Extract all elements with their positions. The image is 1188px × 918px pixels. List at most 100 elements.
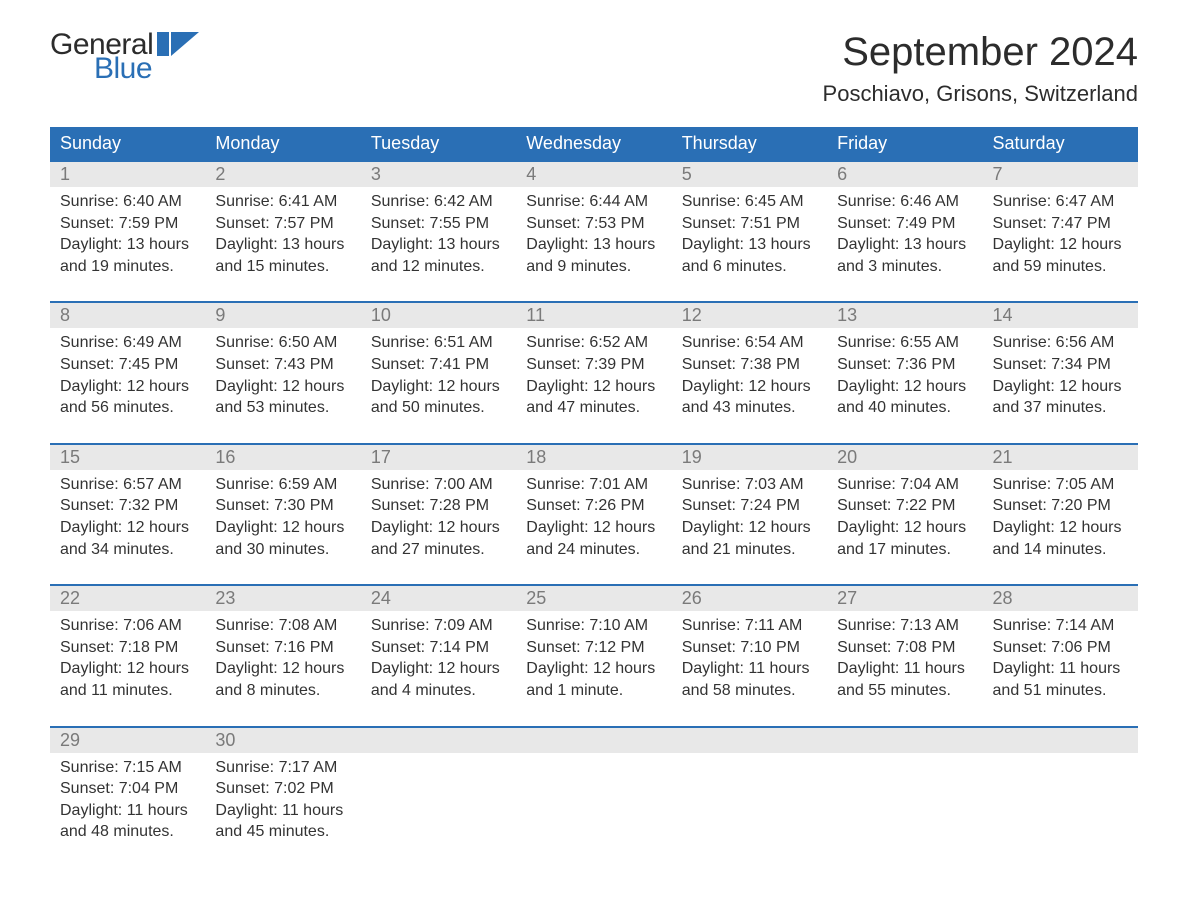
day-dl1: Daylight: 13 hours xyxy=(60,234,195,256)
day-number-cell: 19 xyxy=(672,444,827,470)
day-dl2: and 34 minutes. xyxy=(60,539,195,561)
day-dl2: and 4 minutes. xyxy=(371,680,506,702)
day-number-cell: 8 xyxy=(50,302,205,328)
day-number-cell: 30 xyxy=(205,727,360,753)
day-number-cell: 18 xyxy=(516,444,671,470)
logo-text-blue: Blue xyxy=(94,54,199,84)
day-dl1: Daylight: 13 hours xyxy=(837,234,972,256)
day-dl1: Daylight: 13 hours xyxy=(371,234,506,256)
day-header-thursday: Thursday xyxy=(672,127,827,161)
day-content-cell: Sunrise: 6:42 AMSunset: 7:55 PMDaylight:… xyxy=(361,187,516,302)
day-content-cell: Sunrise: 6:56 AMSunset: 7:34 PMDaylight:… xyxy=(983,328,1138,443)
day-sunset: Sunset: 7:22 PM xyxy=(837,495,972,517)
day-dl1: Daylight: 12 hours xyxy=(371,376,506,398)
day-dl2: and 59 minutes. xyxy=(993,256,1128,278)
day-number-cell: 14 xyxy=(983,302,1138,328)
day-sunset: Sunset: 7:34 PM xyxy=(993,354,1128,376)
day-content-cell: Sunrise: 7:01 AMSunset: 7:26 PMDaylight:… xyxy=(516,470,671,585)
day-sunrise: Sunrise: 7:01 AM xyxy=(526,474,661,496)
day-dl2: and 30 minutes. xyxy=(215,539,350,561)
day-dl1: Daylight: 11 hours xyxy=(215,800,350,822)
logo: General Blue xyxy=(50,30,199,84)
day-dl2: and 56 minutes. xyxy=(60,397,195,419)
week-number-row: 891011121314 xyxy=(50,302,1138,328)
day-sunset: Sunset: 7:43 PM xyxy=(215,354,350,376)
day-dl2: and 12 minutes. xyxy=(371,256,506,278)
day-dl1: Daylight: 12 hours xyxy=(526,517,661,539)
day-content-cell: Sunrise: 7:11 AMSunset: 7:10 PMDaylight:… xyxy=(672,611,827,726)
day-dl2: and 6 minutes. xyxy=(682,256,817,278)
day-dl1: Daylight: 12 hours xyxy=(60,517,195,539)
day-dl1: Daylight: 12 hours xyxy=(60,658,195,680)
day-dl2: and 55 minutes. xyxy=(837,680,972,702)
day-sunset: Sunset: 7:47 PM xyxy=(993,213,1128,235)
day-content-cell: Sunrise: 6:57 AMSunset: 7:32 PMDaylight:… xyxy=(50,470,205,585)
day-sunset: Sunset: 7:49 PM xyxy=(837,213,972,235)
day-sunrise: Sunrise: 6:46 AM xyxy=(837,191,972,213)
day-number-cell: 11 xyxy=(516,302,671,328)
day-header-sunday: Sunday xyxy=(50,127,205,161)
day-number-cell: 4 xyxy=(516,161,671,187)
day-dl2: and 45 minutes. xyxy=(215,821,350,843)
day-dl1: Daylight: 11 hours xyxy=(993,658,1128,680)
empty-day-number-cell xyxy=(516,727,671,753)
week-content-row: Sunrise: 7:15 AMSunset: 7:04 PMDaylight:… xyxy=(50,753,1138,867)
day-dl1: Daylight: 12 hours xyxy=(837,376,972,398)
day-dl2: and 14 minutes. xyxy=(993,539,1128,561)
day-content-cell: Sunrise: 6:49 AMSunset: 7:45 PMDaylight:… xyxy=(50,328,205,443)
day-number-cell: 24 xyxy=(361,585,516,611)
day-content-cell: Sunrise: 6:44 AMSunset: 7:53 PMDaylight:… xyxy=(516,187,671,302)
day-dl1: Daylight: 12 hours xyxy=(371,658,506,680)
day-dl1: Daylight: 12 hours xyxy=(215,517,350,539)
day-content-cell: Sunrise: 7:17 AMSunset: 7:02 PMDaylight:… xyxy=(205,753,360,867)
day-number-cell: 13 xyxy=(827,302,982,328)
day-number-cell: 5 xyxy=(672,161,827,187)
day-sunset: Sunset: 7:32 PM xyxy=(60,495,195,517)
day-dl2: and 19 minutes. xyxy=(60,256,195,278)
day-sunset: Sunset: 7:20 PM xyxy=(993,495,1128,517)
day-dl1: Daylight: 12 hours xyxy=(526,658,661,680)
day-content-cell: Sunrise: 6:50 AMSunset: 7:43 PMDaylight:… xyxy=(205,328,360,443)
day-content-cell: Sunrise: 7:04 AMSunset: 7:22 PMDaylight:… xyxy=(827,470,982,585)
empty-day-number-cell xyxy=(827,727,982,753)
week-number-row: 1234567 xyxy=(50,161,1138,187)
day-sunrise: Sunrise: 7:17 AM xyxy=(215,757,350,779)
day-dl1: Daylight: 12 hours xyxy=(993,517,1128,539)
day-content-cell: Sunrise: 7:13 AMSunset: 7:08 PMDaylight:… xyxy=(827,611,982,726)
day-sunset: Sunset: 7:14 PM xyxy=(371,637,506,659)
day-sunset: Sunset: 7:59 PM xyxy=(60,213,195,235)
day-dl1: Daylight: 12 hours xyxy=(993,376,1128,398)
month-year-title: September 2024 xyxy=(823,30,1138,75)
day-dl2: and 37 minutes. xyxy=(993,397,1128,419)
day-number-cell: 7 xyxy=(983,161,1138,187)
day-content-cell xyxy=(983,753,1138,867)
title-block: September 2024 Poschiavo, Grisons, Switz… xyxy=(823,30,1138,107)
day-sunrise: Sunrise: 7:11 AM xyxy=(682,615,817,637)
day-sunset: Sunset: 7:02 PM xyxy=(215,778,350,800)
day-sunset: Sunset: 7:39 PM xyxy=(526,354,661,376)
day-sunrise: Sunrise: 7:13 AM xyxy=(837,615,972,637)
day-sunrise: Sunrise: 7:06 AM xyxy=(60,615,195,637)
week-content-row: Sunrise: 6:49 AMSunset: 7:45 PMDaylight:… xyxy=(50,328,1138,443)
day-content-cell xyxy=(361,753,516,867)
week-content-row: Sunrise: 7:06 AMSunset: 7:18 PMDaylight:… xyxy=(50,611,1138,726)
day-number-cell: 20 xyxy=(827,444,982,470)
day-number-cell: 10 xyxy=(361,302,516,328)
day-dl2: and 11 minutes. xyxy=(60,680,195,702)
day-number-cell: 22 xyxy=(50,585,205,611)
day-header-saturday: Saturday xyxy=(983,127,1138,161)
day-content-cell xyxy=(516,753,671,867)
day-sunset: Sunset: 7:45 PM xyxy=(60,354,195,376)
day-dl2: and 47 minutes. xyxy=(526,397,661,419)
empty-day-number-cell xyxy=(983,727,1138,753)
day-number-cell: 16 xyxy=(205,444,360,470)
day-dl2: and 43 minutes. xyxy=(682,397,817,419)
day-number-cell: 3 xyxy=(361,161,516,187)
day-number-cell: 15 xyxy=(50,444,205,470)
day-dl1: Daylight: 13 hours xyxy=(526,234,661,256)
day-content-cell: Sunrise: 7:06 AMSunset: 7:18 PMDaylight:… xyxy=(50,611,205,726)
day-sunrise: Sunrise: 6:57 AM xyxy=(60,474,195,496)
day-content-cell: Sunrise: 7:15 AMSunset: 7:04 PMDaylight:… xyxy=(50,753,205,867)
day-header-row: Sunday Monday Tuesday Wednesday Thursday… xyxy=(50,127,1138,161)
day-header-tuesday: Tuesday xyxy=(361,127,516,161)
